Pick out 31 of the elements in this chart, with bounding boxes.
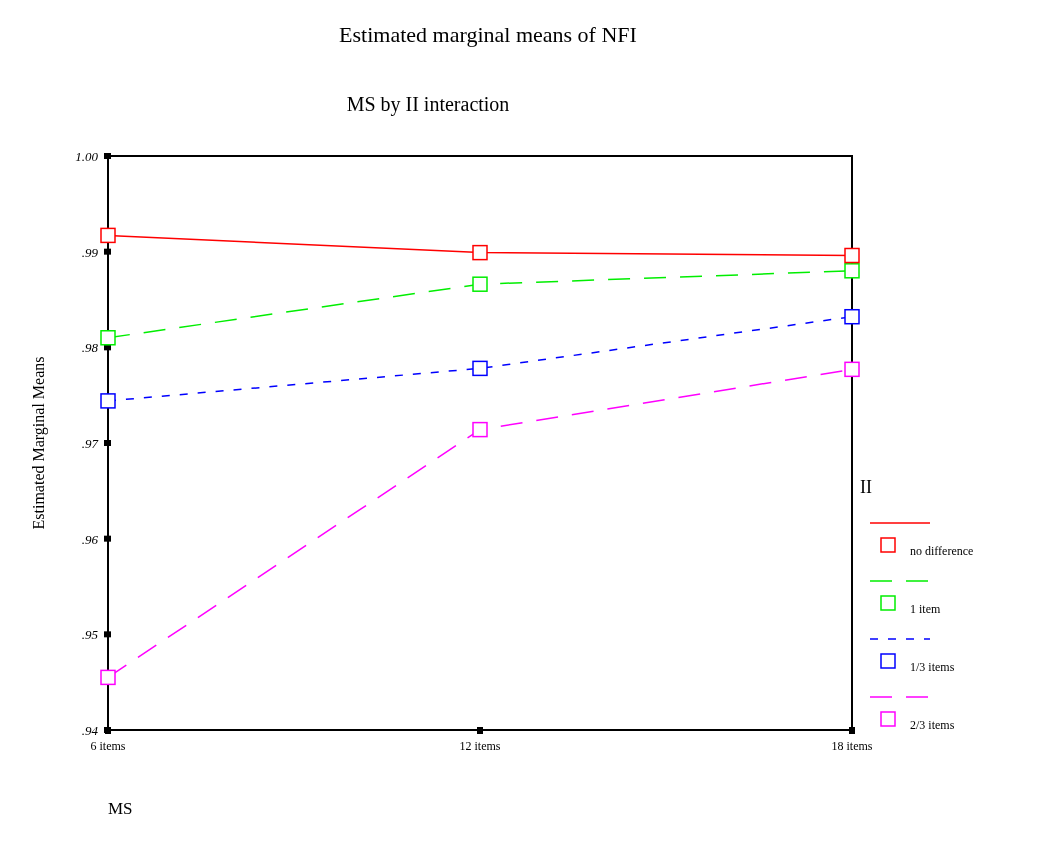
point [844,247,860,264]
point [100,227,116,244]
point [100,330,116,346]
y-tick-label: 1.00 [75,149,99,164]
point [844,361,860,378]
x-axis-title: MS [108,799,133,818]
y-axis-title: Estimated Marginal Means [30,356,48,530]
point [472,244,488,261]
point [472,421,488,438]
x-tick-label: 6 items [90,739,126,753]
legend-label: 1/3 items [910,660,955,674]
x-tick-label: 12 items [459,739,501,753]
y-tick-label: .98 [81,340,99,356]
y-tick-label: .99 [81,244,99,260]
chart-title: Estimated marginal means of NFI [339,22,637,47]
legend-label: no difference [910,544,974,558]
legend-label: 2/3 items [910,718,955,732]
legend-label: 1 item [910,602,941,616]
y-tick-label: .95 [81,627,99,643]
point [472,360,488,377]
legend-title: II [860,477,872,497]
point [844,263,860,279]
y-tick-label: .97 [81,436,99,451]
y-tick-label: .94 [81,723,99,738]
y-tick-label: .96 [81,531,99,547]
point [472,276,488,292]
point [844,308,860,325]
point [100,669,116,686]
chart-subtitle: MS by II interaction [346,93,510,116]
point [100,393,116,409]
x-tick-label: 18 items [831,739,873,753]
